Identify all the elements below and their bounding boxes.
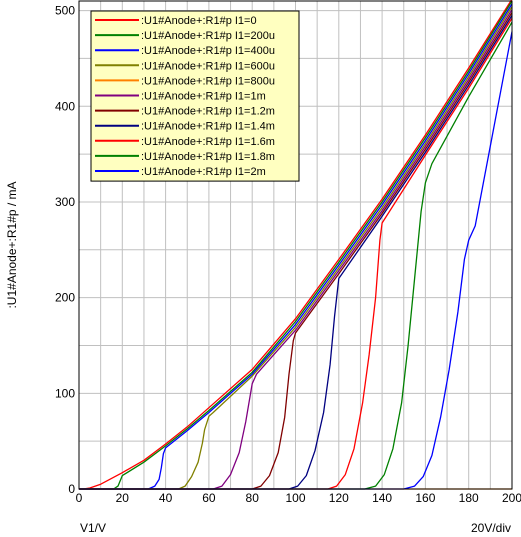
series-line-0 [79,0,513,490]
x-tick-label: 20 [116,491,130,505]
x-tick-label: 60 [202,491,216,505]
series-line-1 [79,0,513,490]
x-tick-labels: 0 20 40 60 80 100 120 140 160 180 200 [76,491,521,505]
x-tick-label: 160 [415,491,435,505]
x-tick-label: 100 [285,491,305,505]
legend-entry: :U1#Anode+:R1#p I1=0 [141,15,257,27]
x-tick-label: 40 [159,491,173,505]
series-line-10 [79,31,513,490]
series-line-5 [79,9,513,490]
y-tick-labels: 0 100 200 300 400 500 [55,4,75,496]
plot-frame [78,0,513,490]
series-line-7 [79,15,513,490]
legend-entry: :U1#Anode+:R1#p I1=1m [141,91,266,103]
legend-entry: :U1#Anode+:R1#p I1=1.8m [141,151,275,163]
legend-entry: :U1#Anode+:R1#p I1=400u [141,45,275,57]
legend-entry: :U1#Anode+:R1#p I1=2m [141,166,266,178]
y-tick-label: 500 [55,4,75,18]
x-tick-label: 120 [329,491,349,505]
legend-entry: :U1#Anode+:R1#p I1=1.4m [141,121,275,133]
y-axis-label: :U1#Anode+:R1#p / mA [5,181,19,308]
y-tick-label: 400 [55,99,75,113]
legend: :U1#Anode+:R1#p I1=0 :U1#Anode+:R1#p I1=2… [90,10,300,182]
y-tick-label: 200 [55,291,75,305]
x-division-label: 20V/div [471,521,511,535]
x-tick-label: 0 [76,491,83,505]
y-tick-label: 0 [68,482,75,496]
x-axis-label: V1/V [80,521,106,535]
legend-entry: :U1#Anode+:R1#p I1=1.2m [141,106,275,118]
x-tick-label: 180 [459,491,479,505]
legend-entry: :U1#Anode+:R1#p I1=1.6m [141,136,275,148]
legend-entry: :U1#Anode+:R1#p I1=200u [141,30,275,42]
x-tick-label: 80 [246,491,260,505]
series-line-8 [79,17,513,490]
legend-entry: :U1#Anode+:R1#p I1=600u [141,60,275,72]
x-tick-label: 140 [372,491,392,505]
y-tick-label: 100 [55,386,75,400]
legend-entry: :U1#Anode+:R1#p I1=800u [141,75,275,87]
y-tick-label: 300 [55,195,75,209]
series-line-6 [79,12,513,490]
series-line-2 [79,3,513,490]
series-line-9 [79,21,513,490]
x-tick-label: 200 [502,491,521,505]
series-line-3 [79,6,513,490]
